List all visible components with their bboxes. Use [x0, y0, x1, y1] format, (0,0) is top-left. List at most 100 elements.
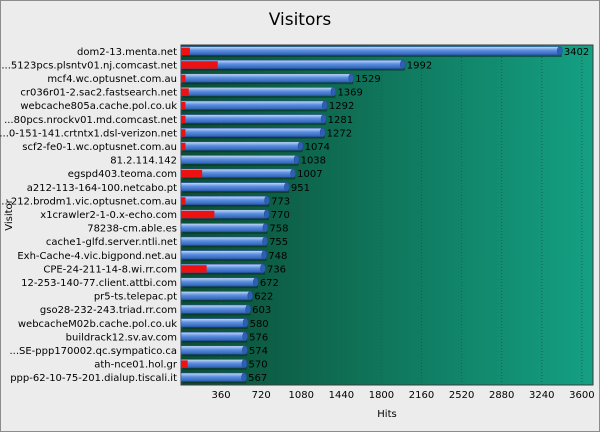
bar: [180, 291, 251, 301]
bar-secondary: [181, 197, 186, 205]
category-label: webcache805a.cache.pol.co.uk: [20, 101, 177, 112]
bar-cap: [322, 100, 328, 110]
value-label: 770: [271, 210, 290, 221]
x-tick-label: 360: [212, 390, 231, 401]
x-tick-label: 2880: [489, 390, 514, 401]
value-labels: 3402 1992 1529 1369 1292 1281 1272 1074 1038 1007…: [248, 47, 589, 384]
value-label: 951: [291, 183, 310, 194]
category-label: ...212.brodm1.vic.optusnet.com.au: [1, 196, 177, 207]
bar-cap: [260, 263, 266, 273]
category-label: mcf4.wc.optusnet.com.au: [47, 74, 177, 85]
bar-cap: [245, 304, 251, 314]
value-label: 1292: [329, 101, 354, 112]
value-label: 1074: [305, 142, 330, 153]
category-label: 12-253-140-77.client.attbi.com: [21, 278, 177, 289]
value-label: 1038: [301, 156, 326, 167]
bar: [180, 331, 246, 341]
bar-cap: [247, 291, 254, 301]
bar-cap: [261, 250, 268, 260]
bar-secondary: [181, 115, 186, 124]
bar-cap: [241, 372, 247, 382]
value-label: 576: [249, 332, 268, 343]
value-label: 1992: [407, 60, 432, 71]
value-label: 622: [254, 292, 273, 303]
value-label: 748: [268, 251, 287, 262]
value-label: 570: [248, 360, 267, 371]
x-axis-title: Hits: [377, 409, 396, 420]
category-label: CPE-24-211-14-8.wi.rr.com: [43, 264, 177, 275]
value-label: 3402: [564, 47, 589, 58]
bar-cap: [242, 318, 249, 328]
category-label: ...0-151-141.crtntx1.dsl-verizon.net: [0, 128, 177, 139]
value-label: 567: [248, 373, 267, 384]
bar: [180, 304, 249, 314]
category-label: x1crawler2-1-0.x-echo.com: [40, 210, 177, 221]
bar: [180, 318, 246, 328]
bar: [180, 127, 323, 137]
bar-cap: [241, 359, 248, 369]
category-label: cr036r01-2.sac2.fastsearch.net: [20, 88, 177, 99]
value-label: 1007: [297, 169, 322, 180]
value-label: 574: [249, 346, 268, 357]
bar-secondary: [181, 61, 218, 69]
y-axis-title: Visitor: [4, 198, 15, 230]
value-label: 672: [260, 278, 279, 289]
bar-cap: [319, 127, 326, 137]
bar-cap: [253, 277, 259, 287]
bar: [180, 100, 326, 110]
bar-cap: [293, 155, 300, 165]
x-tick-label: 1080: [289, 390, 314, 401]
category-label: ath-nce01.hol.gr: [94, 360, 178, 371]
bar: [180, 73, 352, 83]
x-tick-label: 720: [252, 390, 271, 401]
value-label: 755: [269, 237, 288, 248]
category-label: 81.2.114.142: [110, 156, 177, 167]
x-tick-label: 2160: [409, 390, 434, 401]
bar: [180, 155, 297, 165]
category-label: cache1-glfd.server.ntli.net: [46, 237, 177, 248]
x-tick-labels: 360 720 1080 1440 1800 2160 2520 2880 3240 3600: [212, 390, 595, 401]
category-label: webcacheM02b.cache.pol.co.uk: [18, 319, 177, 330]
value-label: 736: [267, 264, 286, 275]
bar: [180, 372, 245, 382]
category-label: buildrack12.sv.av.com: [66, 332, 177, 343]
x-tick-label: 3600: [569, 390, 594, 401]
value-label: 1272: [327, 128, 352, 139]
bar: [180, 114, 324, 124]
category-label: scf2-fe0-1.wc.optusnet.com.au: [22, 142, 177, 153]
bar-cap: [262, 223, 269, 233]
category-label: ...80pcs.nrockv01.md.comcast.net: [4, 115, 177, 126]
bar: [180, 195, 268, 205]
bar-cap: [348, 73, 355, 83]
bar: [180, 236, 266, 246]
category-label: ppp-62-10-75-201.dialup.tiscali.it: [10, 373, 177, 384]
bar-secondary: [181, 88, 189, 96]
bar: [180, 359, 245, 369]
bar-cap: [297, 141, 304, 151]
value-label: 1369: [337, 88, 362, 99]
bar-cap: [262, 236, 268, 246]
x-tick-label: 3240: [529, 390, 554, 401]
bar-secondary: [181, 142, 186, 151]
bar-cap: [242, 331, 248, 341]
value-label: 758: [269, 224, 288, 235]
value-label: 773: [271, 196, 290, 207]
category-label: pr5-ts.telepac.pt: [94, 292, 177, 303]
category-label: Exh-Cache-4.vic.bigpond.net.au: [17, 251, 177, 262]
category-labels: dom2-13.menta.net ...5123pcs.plsntv01.nj.…: [0, 47, 178, 384]
bar-cap: [242, 345, 248, 355]
bar-secondary: [181, 265, 207, 273]
bar: [180, 182, 288, 192]
bar: [180, 46, 561, 56]
bar: [180, 345, 246, 355]
bar-cap: [284, 182, 290, 192]
bar-cap: [290, 168, 296, 178]
x-tick-label: 2520: [449, 390, 474, 401]
category-label: 78238-cm.able.es: [87, 224, 177, 235]
bar-cap: [400, 59, 406, 69]
bars: [180, 46, 563, 384]
bar-secondary: [181, 129, 186, 137]
category-label: dom2-13.menta.net: [77, 47, 177, 58]
value-label: 603: [252, 305, 271, 316]
value-label: 1529: [355, 74, 380, 85]
